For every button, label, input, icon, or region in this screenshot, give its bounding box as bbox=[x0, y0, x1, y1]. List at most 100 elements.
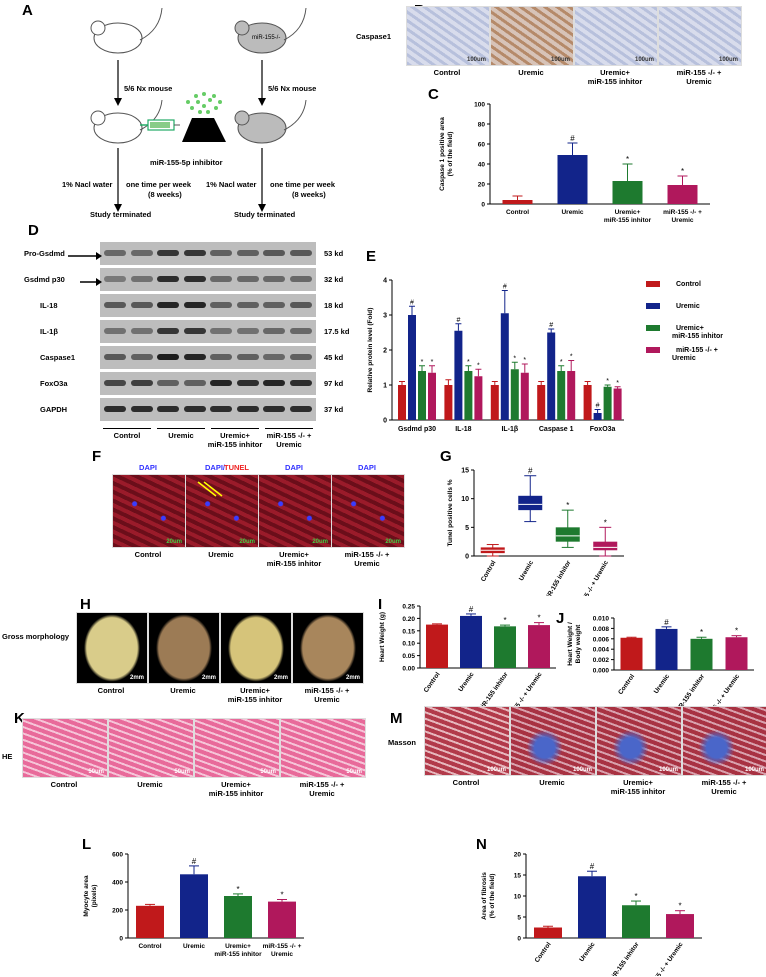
legend-swatch bbox=[646, 325, 660, 331]
blot-strip bbox=[100, 242, 316, 265]
panel-i-chart: 0.000.050.100.150.200.25Control#Uremic*U… bbox=[379, 604, 556, 710]
significance-mark: * bbox=[570, 354, 573, 361]
blot-band bbox=[104, 406, 126, 412]
left-weeks-label: (8 weeks) bbox=[148, 190, 182, 199]
tunel-image: 20um bbox=[331, 474, 405, 548]
scale-bar-label: 20um bbox=[385, 539, 401, 545]
y-tick-label: 0.002 bbox=[593, 657, 610, 664]
blot-size-label: 45 kd bbox=[324, 353, 344, 362]
bar bbox=[547, 332, 556, 420]
significance-mark: # bbox=[469, 605, 474, 614]
y-tick-label: 10 bbox=[461, 496, 469, 503]
channel-label: DAPI bbox=[139, 463, 157, 472]
significance-mark: # bbox=[590, 862, 595, 871]
significance-mark: # bbox=[549, 322, 553, 329]
legend-swatch bbox=[646, 303, 660, 309]
y-axis-label: (% of the field) bbox=[489, 874, 496, 919]
bar bbox=[428, 372, 436, 420]
image-caption: Uremic bbox=[137, 780, 163, 789]
box bbox=[555, 527, 580, 542]
bar bbox=[500, 313, 509, 420]
panel-letter-h: H bbox=[80, 596, 91, 613]
y-axis-label: Body weight bbox=[575, 624, 582, 663]
blot-band bbox=[130, 276, 153, 282]
image-caption: Uremic bbox=[354, 559, 380, 568]
blot-band bbox=[157, 250, 179, 256]
legend-swatch bbox=[646, 347, 660, 353]
bar bbox=[620, 637, 643, 670]
significance-mark: * bbox=[467, 359, 470, 366]
bar bbox=[578, 876, 606, 938]
y-tick-label: 0 bbox=[119, 936, 123, 943]
y-axis-label: Area of fibrosis bbox=[481, 872, 488, 920]
x-tick-label: miR-155 -/- + Uremic bbox=[573, 559, 611, 596]
blot-band bbox=[157, 302, 179, 308]
scale-bar-label: 20um bbox=[239, 539, 255, 545]
group-underline bbox=[103, 428, 151, 429]
tunel-image: 20um bbox=[185, 474, 259, 548]
blot-band bbox=[130, 380, 153, 386]
y-tick-label: 0 bbox=[517, 936, 521, 943]
blot-band bbox=[157, 406, 179, 412]
blot-band bbox=[236, 406, 259, 412]
blot-band bbox=[263, 328, 285, 334]
group-underline bbox=[211, 428, 259, 429]
image-caption: miR-155 -/- + bbox=[676, 68, 722, 77]
blot-band bbox=[289, 406, 312, 412]
syringe-icon bbox=[140, 119, 180, 131]
panel-h-row-label: Gross morphology bbox=[2, 632, 70, 641]
blot-strip bbox=[100, 346, 316, 369]
significance-mark: * bbox=[523, 357, 526, 364]
blot-band bbox=[183, 250, 206, 256]
image-caption: Uremic+ bbox=[240, 686, 270, 695]
blot-band bbox=[289, 302, 312, 308]
blot-strip bbox=[100, 372, 316, 395]
bar bbox=[460, 615, 482, 668]
image-caption: Uremic bbox=[711, 787, 737, 796]
panel-j-chart: 0.000 0.002 0.004 0.006 0.008 0.010 Control # Ur… bbox=[567, 616, 754, 712]
x-tick-label: Uremic+ miR-155 inhitor bbox=[529, 559, 573, 596]
image-caption: miR-155 -/- + bbox=[299, 780, 345, 789]
bar bbox=[690, 638, 713, 670]
blot-band bbox=[104, 250, 126, 256]
blot-band bbox=[289, 250, 312, 256]
image-caption: Control bbox=[433, 68, 461, 77]
blot-band bbox=[210, 302, 232, 308]
blot-band bbox=[210, 354, 232, 360]
scale-bar-label: 50um bbox=[174, 769, 190, 775]
bar bbox=[136, 905, 164, 938]
gross-heart-image: 2mm bbox=[292, 612, 364, 684]
x-tick-label: Control bbox=[617, 673, 636, 696]
significance-mark: * bbox=[606, 378, 609, 385]
y-axis-label: Caspase 1 positive area bbox=[439, 117, 446, 191]
right-end-label: Study terminated bbox=[234, 210, 296, 219]
he-stain-image: 50um bbox=[22, 718, 108, 778]
panel-letter-j: J bbox=[556, 610, 565, 627]
significance-mark: # bbox=[192, 857, 197, 866]
significance-mark: * bbox=[537, 614, 540, 623]
image-caption: Uremic bbox=[686, 77, 712, 86]
significance-mark: # bbox=[456, 317, 460, 324]
bar bbox=[666, 914, 694, 938]
gross-heart-image: 2mm bbox=[148, 612, 220, 684]
inhibitor-label: miR-155-5p inhibitor bbox=[150, 158, 223, 167]
x-tick-label: Control bbox=[480, 559, 498, 583]
bar bbox=[224, 896, 252, 938]
y-tick-label: 0.010 bbox=[593, 616, 610, 623]
image-caption: Uremic+ bbox=[221, 780, 251, 789]
bar bbox=[667, 185, 698, 204]
y-axis-label: Relative protein level (Fold) bbox=[367, 308, 374, 393]
significance-mark: # bbox=[664, 618, 669, 627]
masson-stain-image: 100um bbox=[682, 706, 766, 776]
y-tick-label: 400 bbox=[112, 880, 123, 887]
schematic-arrows bbox=[90, 7, 307, 212]
bar bbox=[444, 385, 453, 420]
y-tick-label: 1 bbox=[383, 383, 387, 390]
masson-stain-image: 100um bbox=[424, 706, 510, 776]
panel-n-chart: 0 5 10 15 20 Control # Uremic * Uremic+ miR-155 i… bbox=[481, 852, 702, 976]
panel-l-chart: 0200400600Control#Uremic*Uremic+miR-155 … bbox=[83, 852, 304, 958]
x-tick-label: IL-1β bbox=[501, 426, 518, 433]
x-tick-label: Uremic bbox=[671, 217, 693, 224]
bar bbox=[528, 625, 550, 668]
blot-size-label: 32 kd bbox=[324, 275, 344, 284]
